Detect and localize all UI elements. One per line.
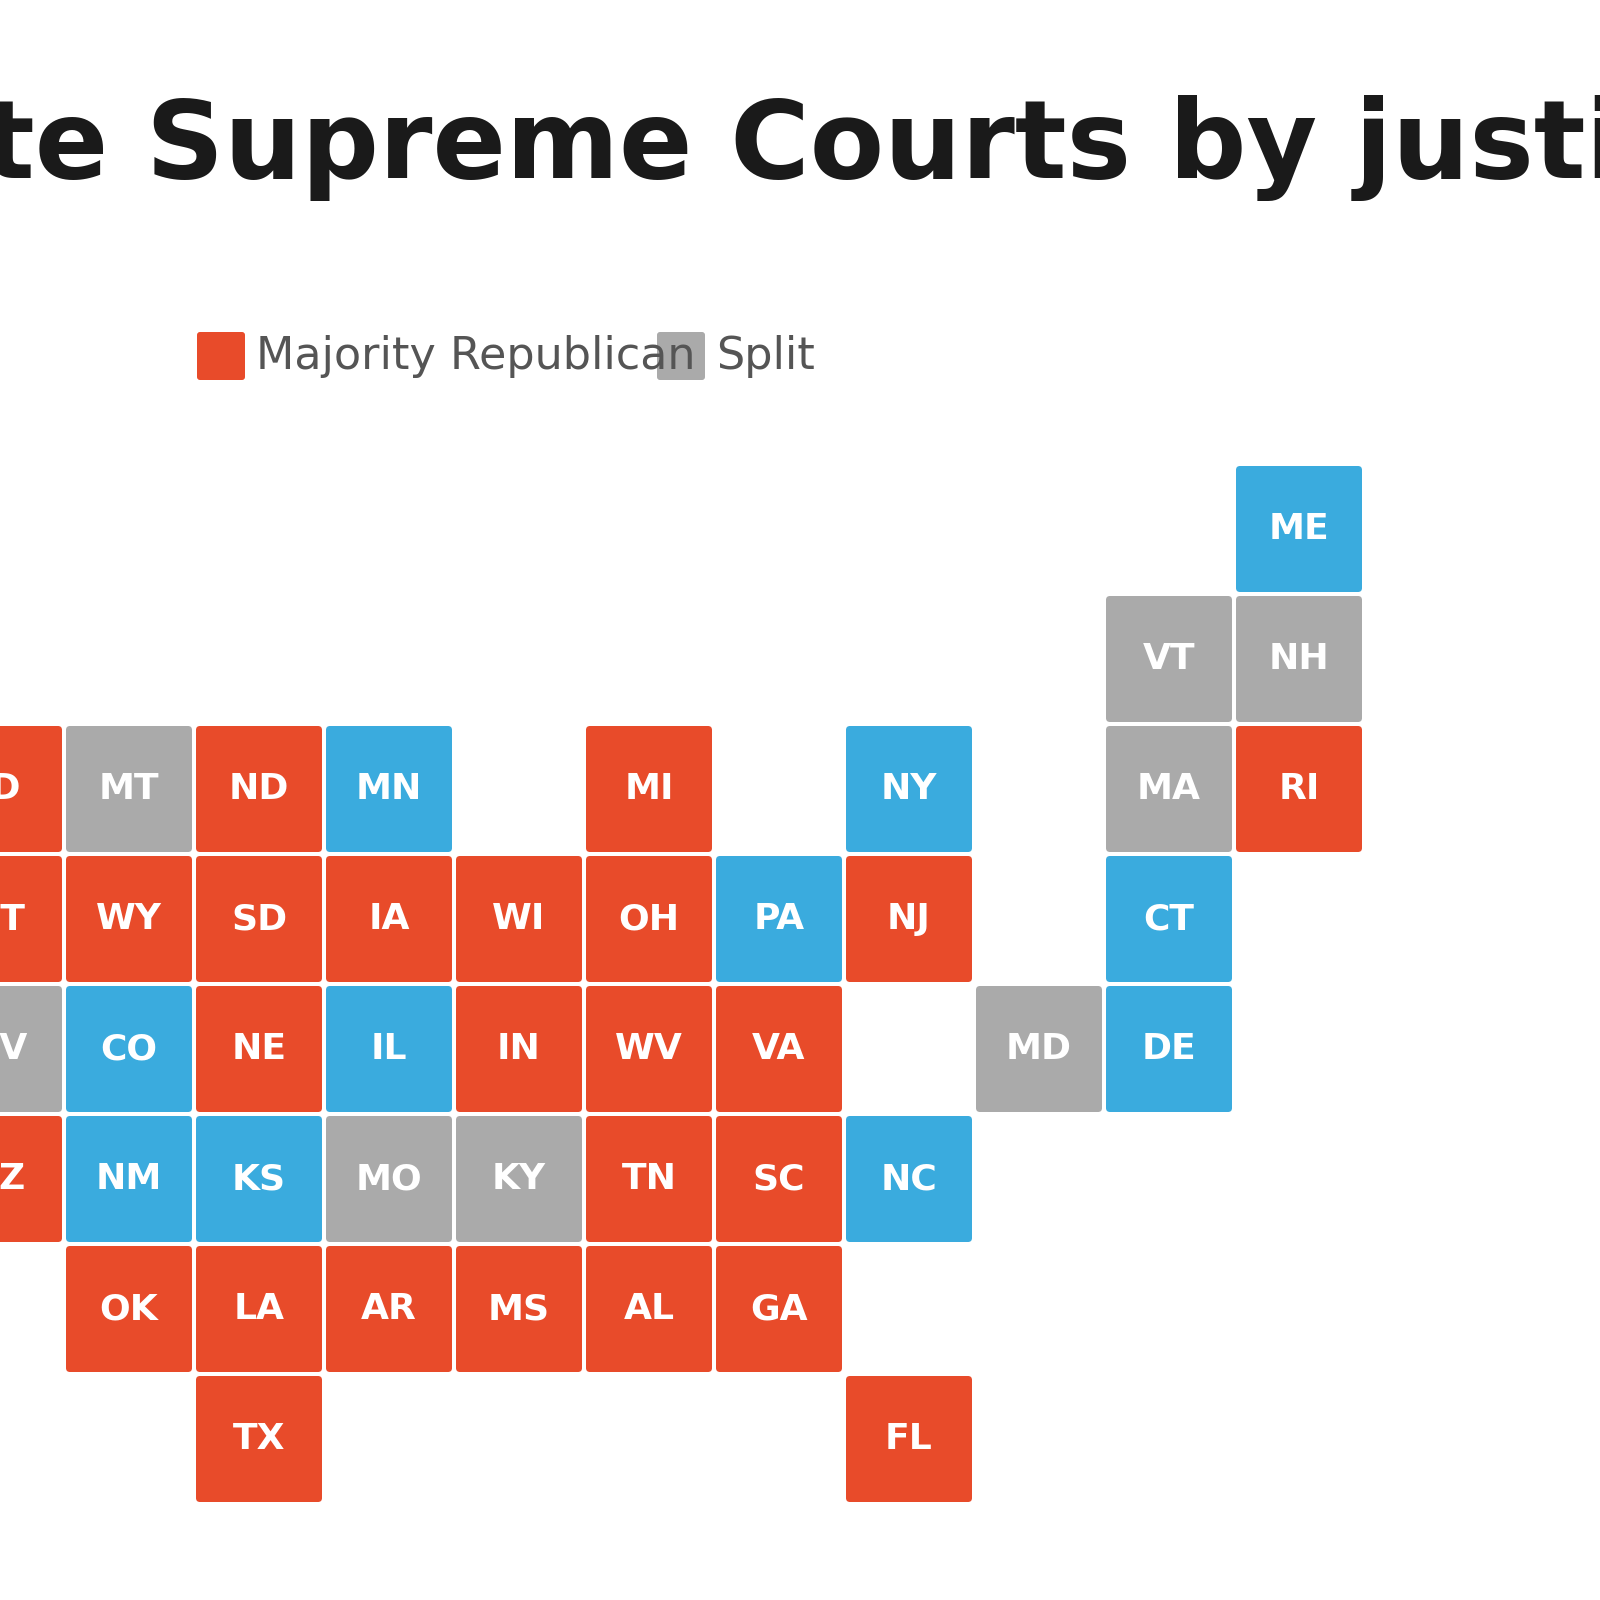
FancyBboxPatch shape	[1235, 595, 1362, 722]
Text: AZ: AZ	[0, 1162, 26, 1197]
Text: MO: MO	[355, 1162, 422, 1197]
Text: VA: VA	[752, 1032, 806, 1066]
Text: Split: Split	[717, 334, 814, 378]
FancyBboxPatch shape	[195, 1117, 322, 1242]
FancyBboxPatch shape	[846, 1117, 973, 1242]
Text: AR: AR	[362, 1293, 418, 1326]
FancyBboxPatch shape	[326, 1117, 453, 1242]
Text: CO: CO	[101, 1032, 157, 1066]
Text: State Supreme Courts by justices’ party: State Supreme Courts by justices’ party	[0, 94, 1600, 202]
FancyBboxPatch shape	[66, 726, 192, 851]
Text: NY: NY	[882, 773, 938, 806]
FancyBboxPatch shape	[586, 986, 712, 1112]
Text: NE: NE	[232, 1032, 286, 1066]
FancyBboxPatch shape	[66, 1117, 192, 1242]
FancyBboxPatch shape	[456, 1246, 582, 1371]
FancyBboxPatch shape	[1235, 466, 1362, 592]
FancyBboxPatch shape	[195, 856, 322, 982]
FancyBboxPatch shape	[456, 986, 582, 1112]
Text: ND: ND	[229, 773, 290, 806]
Text: IN: IN	[498, 1032, 541, 1066]
Text: IL: IL	[371, 1032, 408, 1066]
Text: MN: MN	[355, 773, 422, 806]
FancyBboxPatch shape	[0, 986, 62, 1112]
Text: GA: GA	[750, 1293, 808, 1326]
Text: MA: MA	[1138, 773, 1202, 806]
Text: PA: PA	[754, 902, 805, 936]
FancyBboxPatch shape	[586, 1246, 712, 1371]
FancyBboxPatch shape	[717, 1246, 842, 1371]
Text: OH: OH	[619, 902, 680, 936]
Text: TN: TN	[621, 1162, 677, 1197]
FancyBboxPatch shape	[0, 856, 62, 982]
FancyBboxPatch shape	[195, 986, 322, 1112]
Text: MI: MI	[624, 773, 674, 806]
FancyBboxPatch shape	[326, 726, 453, 851]
FancyBboxPatch shape	[0, 726, 62, 851]
Text: NM: NM	[96, 1162, 162, 1197]
Text: NH: NH	[1269, 642, 1330, 675]
FancyBboxPatch shape	[195, 1376, 322, 1502]
Text: KY: KY	[493, 1162, 546, 1197]
Text: NJ: NJ	[886, 902, 931, 936]
FancyBboxPatch shape	[1106, 595, 1232, 722]
Text: WY: WY	[96, 902, 162, 936]
FancyBboxPatch shape	[456, 856, 582, 982]
FancyBboxPatch shape	[326, 856, 453, 982]
Text: SC: SC	[752, 1162, 805, 1197]
FancyBboxPatch shape	[66, 986, 192, 1112]
Text: SD: SD	[230, 902, 286, 936]
FancyBboxPatch shape	[586, 856, 712, 982]
Text: OK: OK	[99, 1293, 158, 1326]
FancyBboxPatch shape	[1106, 726, 1232, 851]
FancyBboxPatch shape	[1106, 856, 1232, 982]
Text: IA: IA	[368, 902, 410, 936]
Text: FL: FL	[885, 1422, 933, 1456]
Text: WV: WV	[614, 1032, 683, 1066]
FancyBboxPatch shape	[197, 333, 245, 379]
FancyBboxPatch shape	[976, 986, 1102, 1112]
Text: DE: DE	[1142, 1032, 1197, 1066]
FancyBboxPatch shape	[717, 856, 842, 982]
FancyBboxPatch shape	[195, 1246, 322, 1371]
Text: ID: ID	[0, 773, 21, 806]
Text: MS: MS	[488, 1293, 550, 1326]
Text: KS: KS	[232, 1162, 286, 1197]
Text: ME: ME	[1269, 512, 1330, 546]
Text: Majority Republican: Majority Republican	[256, 334, 696, 378]
Text: TX: TX	[232, 1422, 285, 1456]
FancyBboxPatch shape	[586, 1117, 712, 1242]
FancyBboxPatch shape	[717, 1117, 842, 1242]
FancyBboxPatch shape	[326, 986, 453, 1112]
FancyBboxPatch shape	[1235, 726, 1362, 851]
Text: CT: CT	[1144, 902, 1195, 936]
FancyBboxPatch shape	[195, 726, 322, 851]
Text: WI: WI	[493, 902, 546, 936]
FancyBboxPatch shape	[66, 856, 192, 982]
Text: RI: RI	[1278, 773, 1320, 806]
FancyBboxPatch shape	[846, 856, 973, 982]
Text: MT: MT	[99, 773, 160, 806]
FancyBboxPatch shape	[326, 1246, 453, 1371]
Text: MD: MD	[1006, 1032, 1072, 1066]
Text: NC: NC	[880, 1162, 938, 1197]
Text: AL: AL	[624, 1293, 675, 1326]
Text: NV: NV	[0, 1032, 29, 1066]
Text: LA: LA	[234, 1293, 285, 1326]
FancyBboxPatch shape	[456, 1117, 582, 1242]
FancyBboxPatch shape	[717, 986, 842, 1112]
FancyBboxPatch shape	[0, 1117, 62, 1242]
Text: UT: UT	[0, 902, 26, 936]
FancyBboxPatch shape	[658, 333, 706, 379]
FancyBboxPatch shape	[1106, 986, 1232, 1112]
FancyBboxPatch shape	[586, 726, 712, 851]
Text: VT: VT	[1142, 642, 1195, 675]
FancyBboxPatch shape	[66, 1246, 192, 1371]
FancyBboxPatch shape	[846, 726, 973, 851]
FancyBboxPatch shape	[846, 1376, 973, 1502]
